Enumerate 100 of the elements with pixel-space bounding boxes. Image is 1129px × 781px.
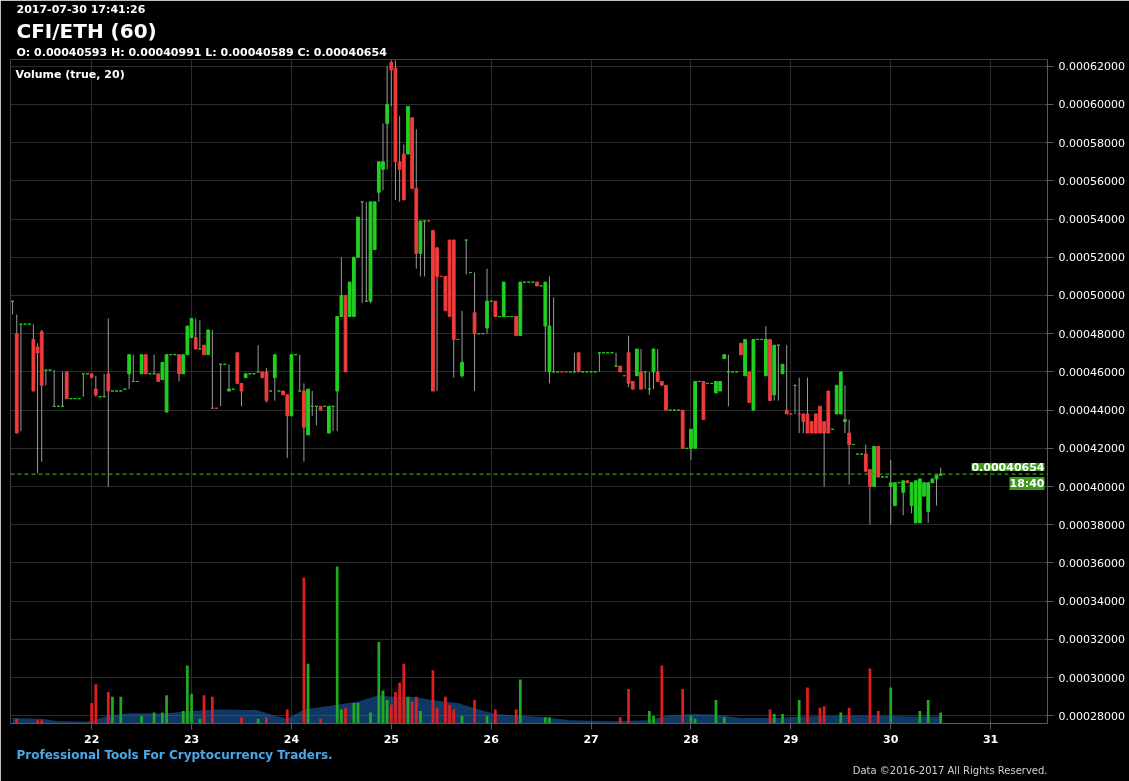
bar: [926, 699, 930, 724]
bar: [40, 720, 44, 724]
bar: [722, 717, 726, 724]
y-tick-label: 0.00038000: [1058, 518, 1125, 532]
candlestick: [197, 319, 202, 350]
bar: [344, 707, 347, 724]
candlestick: [460, 310, 464, 379]
candlestick: [139, 354, 144, 375]
bar: [265, 717, 268, 724]
y-tick-label: 0.00060000: [1058, 98, 1125, 112]
y-tick-label: 0.00034000: [1058, 595, 1125, 609]
candlestick: [655, 348, 660, 382]
x-tick-label: 29: [783, 732, 799, 746]
annotation: Volume (true, 20): [15, 67, 125, 81]
bar: [797, 699, 801, 724]
y-tick-label: 0.00042000: [1058, 442, 1125, 456]
bar: [473, 699, 476, 724]
candlestick: [797, 377, 802, 434]
candlestick: [934, 474, 939, 507]
bar: [681, 688, 685, 724]
candlestick: [472, 272, 477, 392]
bar: [772, 714, 776, 724]
bar: [240, 717, 243, 724]
bar: [660, 665, 664, 724]
bar: [111, 696, 114, 724]
y-tick-label: 0.00046000: [1058, 365, 1125, 379]
chart-subtitle: O: 0.00040593 H: 0.00040991 L: 0.00040589 C: 0.00040654: [16, 46, 388, 59]
text: 2017-07-30 17:41:26: [16, 3, 146, 16]
candlestick: [639, 348, 643, 390]
bar: [627, 688, 630, 724]
bar: [493, 709, 497, 724]
y-tick-label: 0.00040000: [1058, 480, 1125, 494]
bar: [647, 710, 651, 724]
bar: [839, 712, 843, 724]
x-tick-label: 27: [583, 732, 599, 746]
bar: [36, 720, 39, 724]
candlestick: [576, 352, 581, 373]
candlestick: [256, 344, 260, 373]
candlestick: [726, 354, 731, 407]
y-tick-label: 0.00036000: [1058, 556, 1125, 570]
bar: [165, 695, 168, 724]
bar: [652, 715, 655, 724]
bar: [548, 717, 551, 724]
candlestick: [193, 317, 198, 350]
y-tick-label: 0.00058000: [1058, 136, 1125, 150]
bar: [106, 692, 110, 724]
x-tick-label: 31: [982, 732, 999, 746]
candlestick: [847, 419, 851, 486]
bar: [335, 566, 339, 724]
bar: [319, 718, 322, 724]
candlestick: [177, 354, 181, 382]
bar: [518, 679, 522, 724]
bar: [256, 718, 260, 724]
bar: [198, 718, 202, 724]
bar: [119, 696, 123, 724]
bar: [618, 717, 622, 724]
y-tick-label: 0.00048000: [1058, 327, 1125, 341]
bar: [94, 684, 98, 724]
x-tick-label: 30: [883, 732, 899, 746]
bar: [939, 712, 943, 724]
x-tick-label: 25: [383, 732, 399, 746]
bar: [889, 687, 893, 724]
text: Professional Tools For Cryptocurrency Traders.: [16, 748, 333, 762]
candlestick: [647, 371, 652, 396]
annotation: 18:40: [1009, 477, 1045, 491]
bar: [876, 710, 880, 724]
bar: [285, 709, 289, 724]
bar: [514, 709, 518, 724]
bar: [352, 703, 356, 724]
bar: [781, 714, 784, 724]
bar: [693, 718, 697, 724]
y-tick-label: 0.00028000: [1058, 709, 1125, 723]
candlestick: [385, 65, 390, 170]
y-tick-label: 0.00054000: [1058, 213, 1125, 227]
y-tick-label: 0.00056000: [1058, 174, 1125, 188]
y-tick-label: 0.00044000: [1058, 404, 1125, 418]
x-tick-label: 24: [283, 732, 300, 746]
candlestick: [422, 220, 427, 277]
bar: [419, 710, 422, 724]
bar: [402, 663, 406, 724]
x-tick-label: 23: [183, 732, 200, 746]
bar: [444, 696, 447, 724]
ref-line-label: 0.00040654: [971, 461, 1045, 475]
candlestick: [651, 348, 656, 390]
y-tick-label: 0.00050000: [1058, 289, 1125, 303]
candlestick: [893, 482, 897, 507]
y-tick-label: 0.00032000: [1058, 633, 1125, 647]
y-tick-label: 0.00030000: [1058, 671, 1125, 685]
candlestick: [805, 377, 810, 434]
candlestick: [551, 296, 556, 373]
text: Data ©2016-2017 All Rights Reserved.: [852, 765, 1048, 776]
y-tick-label: 0.00052000: [1058, 251, 1125, 265]
candlestick: [127, 354, 131, 390]
chart-title: CFI/ETH (60): [16, 19, 157, 43]
x-tick-label: 26: [483, 732, 500, 746]
x-tick-label: 28: [683, 732, 699, 746]
bar: [385, 699, 389, 724]
bar: [822, 706, 826, 724]
candlestick: [227, 363, 231, 392]
bar: [15, 718, 19, 724]
